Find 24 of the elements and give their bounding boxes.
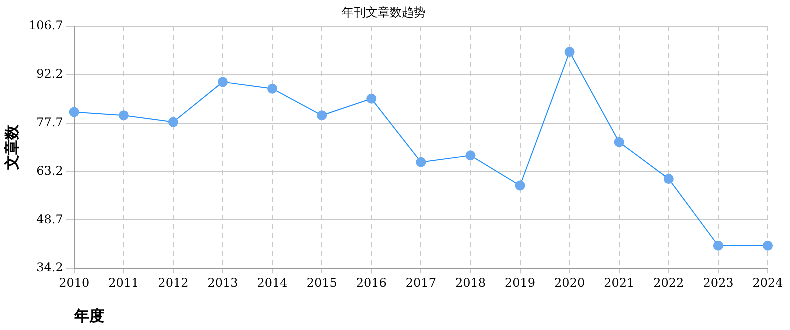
y-tick-label: 48.7 — [36, 212, 64, 226]
y-tick-label: 34.2 — [36, 260, 64, 275]
x-tick-label: 2017 — [406, 276, 436, 290]
y-tick-label: 92.2 — [36, 66, 64, 81]
x-tick-label: 2011 — [108, 276, 140, 290]
x-tick-label: 2012 — [158, 276, 189, 290]
y-tick-label: 63.2 — [36, 164, 64, 178]
x-tick-label: 2018 — [455, 276, 486, 290]
x-tick-label: 2019 — [504, 276, 536, 290]
x-tick-label: 2020 — [554, 276, 586, 290]
x-tick-label: 2022 — [654, 276, 684, 290]
x-tick-label: 2013 — [208, 276, 238, 290]
y-axis-title: 文章数 — [2, 124, 21, 171]
x-tick-label: 2010 — [59, 276, 90, 290]
x-tick-label: 2024 — [752, 276, 784, 290]
y-tick-label: 106.7 — [28, 18, 64, 33]
x-tick-label: 2016 — [356, 276, 387, 290]
x-tick-label: 2015 — [306, 276, 338, 290]
x-tick-label: 2014 — [257, 276, 288, 290]
y-tick-label: 77.7 — [36, 115, 64, 130]
x-axis-title: 年度 — [73, 306, 104, 325]
x-tick-label: 2021 — [604, 276, 635, 290]
chart-title: 年刊文章数趋势 — [342, 5, 426, 20]
x-tick-label: 2023 — [703, 276, 734, 290]
